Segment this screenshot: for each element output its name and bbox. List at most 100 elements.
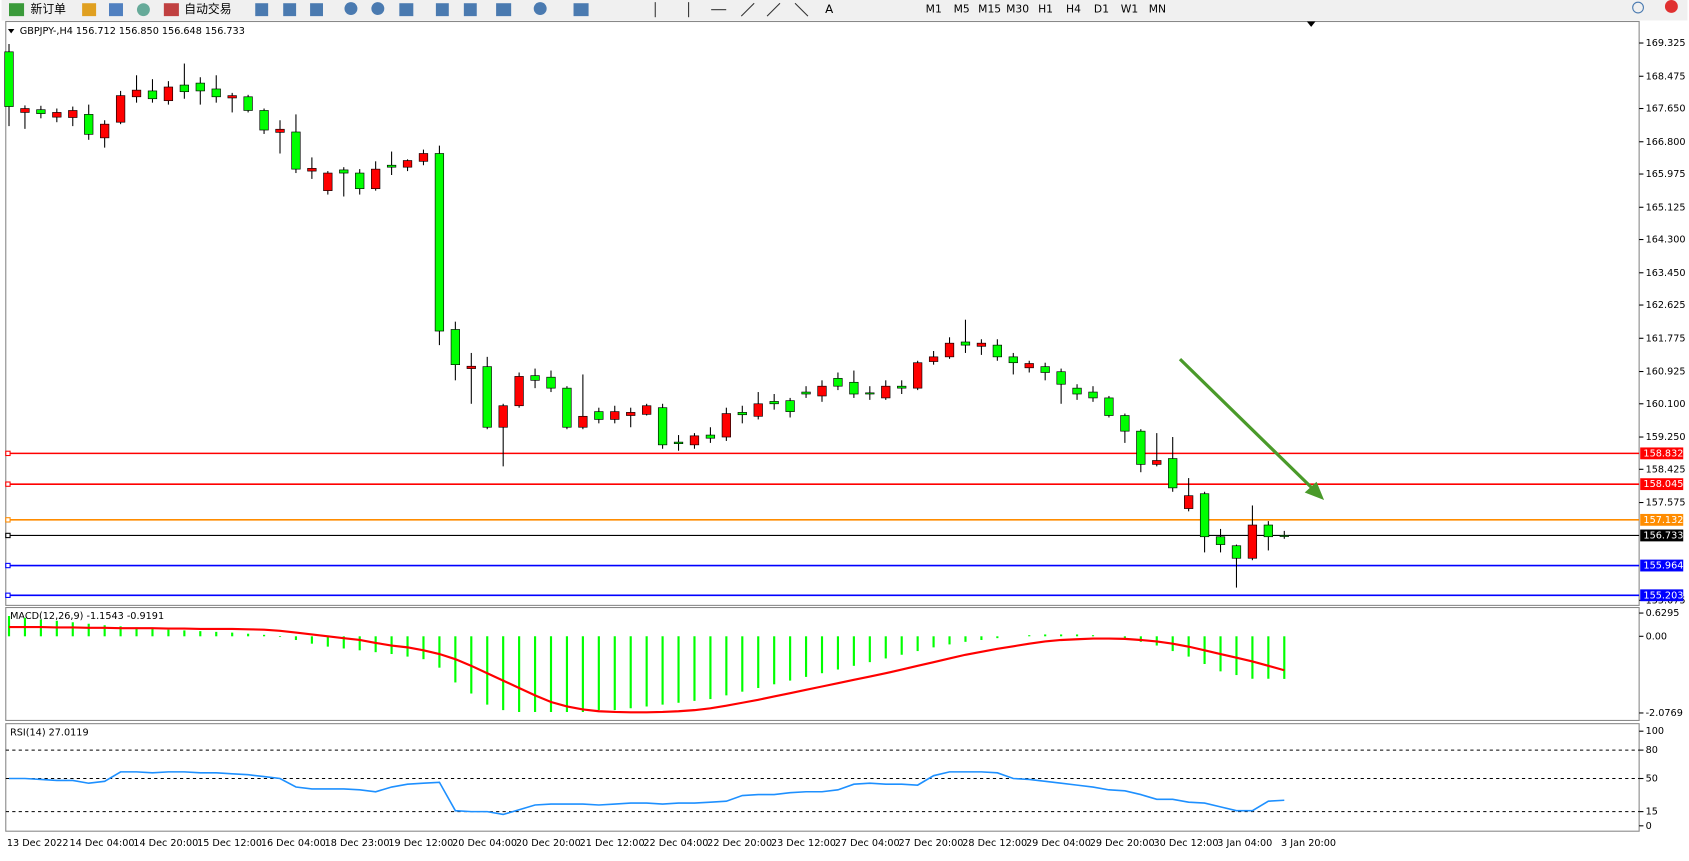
y-tick-label: 165.125: [1646, 202, 1686, 213]
shift-marker: [1306, 21, 1316, 27]
x-tick-label: 14 Dec 20:00: [133, 838, 198, 849]
tool-icon[interactable]: [399, 3, 414, 17]
level-label-bg: [1640, 513, 1684, 526]
candle-body: [1152, 460, 1162, 465]
level-label-bg: [1640, 559, 1684, 572]
main-panel: [5, 20, 1640, 606]
rsi-panel: [5, 723, 1640, 832]
text-tool[interactable]: A: [825, 2, 833, 16]
y-tick-label: 166.800: [1646, 137, 1686, 148]
candle-body: [578, 415, 588, 428]
tool-icon[interactable]: [136, 3, 150, 17]
tool-icon[interactable]: [283, 3, 297, 17]
new-order-icon[interactable]: [9, 3, 25, 17]
auto-trading-icon[interactable]: [163, 3, 179, 17]
candle-body: [562, 387, 572, 428]
candle-body: [769, 401, 779, 405]
auto-trading[interactable]: 自动交易: [184, 2, 231, 16]
tool-icon[interactable]: [255, 3, 269, 17]
level-label-bg: [1640, 447, 1684, 460]
candle-body: [498, 405, 508, 428]
header-marker: [7, 29, 15, 34]
y-tick-label: 169.325: [1646, 38, 1686, 49]
candle-body: [849, 381, 859, 395]
candle-body: [418, 153, 429, 162]
candle-body: [897, 385, 907, 389]
level-label-bg: [1640, 478, 1684, 491]
candle-body: [1136, 430, 1146, 465]
toolbar: 新订单 自动交易 A M1 M5 M15 M30 H1 H4 D1 W1: [1, 0, 1688, 21]
tool-icon[interactable]: [463, 3, 477, 17]
candle-body: [115, 95, 126, 123]
timeframe-button[interactable]: M1: [926, 3, 942, 16]
zoom-in[interactable]: [344, 2, 358, 16]
x-tick-label: 21 Dec 12:00: [580, 838, 645, 849]
candle-body: [434, 153, 445, 332]
candle-body: [386, 164, 397, 168]
timeframe-button[interactable]: M5: [954, 3, 970, 16]
tool-icon[interactable]: [82, 3, 97, 17]
tool-icon[interactable]: [109, 3, 123, 17]
timeframe-button[interactable]: H1: [1038, 3, 1053, 16]
candle-body: [307, 168, 317, 172]
tool-icon[interactable]: [435, 3, 449, 17]
rsi-line: [9, 771, 1285, 816]
timeframe-button[interactable]: M30: [1006, 3, 1029, 16]
x-tick-label: 22 Dec 04:00: [643, 838, 708, 849]
candle-body: [530, 375, 540, 381]
rsi-label: RSI(14) 27.0119: [10, 727, 89, 738]
candle-body: [1056, 371, 1066, 385]
candle-body: [1199, 493, 1210, 538]
tool-icon[interactable]: [310, 3, 323, 17]
y-tick-label: 160.925: [1646, 367, 1686, 378]
candle-body: [20, 108, 30, 113]
timeframe-button[interactable]: D1: [1094, 3, 1109, 16]
tool-icon[interactable]: [496, 3, 512, 17]
arrow-head: [1304, 481, 1325, 501]
candle-body: [673, 441, 684, 444]
tool-icon[interactable]: [573, 3, 589, 17]
candle-body: [928, 356, 939, 362]
candle-body: [179, 84, 189, 93]
timeframe-button[interactable]: W1: [1121, 3, 1138, 16]
zoom-out[interactable]: [371, 2, 385, 16]
candle-body: [594, 411, 604, 420]
timeframe-button[interactable]: MN: [1149, 3, 1166, 16]
x-tick-label: 28 Dec 12:00: [962, 838, 1027, 849]
y-tick-label: 165.975: [1646, 169, 1686, 180]
new-order[interactable]: 新订单: [31, 2, 67, 16]
timeframe-button[interactable]: M15: [978, 3, 1001, 16]
y-tick-label: 15: [1646, 807, 1658, 818]
candle-body: [1263, 524, 1273, 538]
y-tick-label: 158.425: [1646, 464, 1686, 475]
candle-body: [163, 86, 174, 102]
x-tick-label: 3 Jan 20:00: [1281, 838, 1336, 849]
y-tick-label: 161.775: [1646, 333, 1686, 344]
y-tick-label: 159.250: [1646, 432, 1686, 443]
trendline-tool[interactable]: [740, 2, 755, 17]
candle-body: [960, 341, 971, 346]
y-tick-label: 0.00: [1646, 631, 1668, 642]
candle-body: [450, 329, 460, 365]
toolbar-bg: [1, 0, 1688, 21]
channel-tool[interactable]: [766, 2, 781, 17]
candle-body: [1215, 536, 1226, 545]
x-tick-label: 19 Dec 12:00: [388, 838, 453, 849]
candle-body: [992, 344, 1002, 358]
candle-body: [1072, 387, 1082, 395]
x-tick-label: 15 Dec 12:00: [197, 838, 262, 849]
candle-body: [195, 82, 205, 92]
timeframe-button[interactable]: H4: [1066, 3, 1081, 16]
candle-body: [1008, 356, 1018, 364]
candle-body: [131, 89, 142, 98]
y-tick-label: 0: [1646, 821, 1652, 832]
candle-body: [817, 385, 827, 397]
tool-icon[interactable]: [533, 2, 547, 16]
candle-body: [275, 128, 285, 133]
x-tick-label: 27 Dec 20:00: [898, 838, 963, 849]
y-tick-label: 0.6295: [1646, 608, 1680, 619]
notifications[interactable]: [1664, 0, 1678, 13]
fibo-tool[interactable]: [794, 2, 809, 17]
search[interactable]: [1632, 1, 1644, 14]
candle-body: [657, 407, 668, 446]
